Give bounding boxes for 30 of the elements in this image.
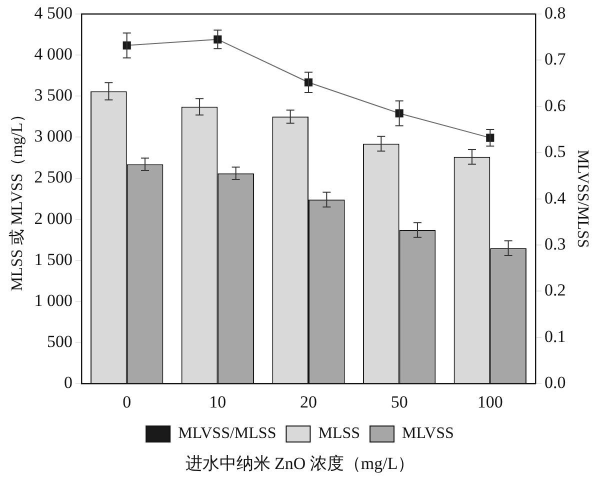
x-tick-label: 50 — [390, 392, 408, 412]
y-tick-label: 3 000 — [34, 126, 72, 146]
y-tick-label: 0 — [64, 373, 72, 392]
y2-tick-label: 0.4 — [544, 188, 566, 208]
x-tick-label: 10 — [209, 392, 226, 412]
y-axis-title: MLSS 或 MLVSS（mg/L） — [8, 106, 26, 291]
y2-tick-label: 0.3 — [544, 234, 566, 254]
y-tick-label: 500 — [46, 332, 72, 351]
y2-axis-title: MLVSS/MLSS — [574, 150, 592, 248]
y2-tick-label: 0.8 — [544, 3, 566, 22]
y2-tick-label: 0.5 — [544, 142, 566, 162]
y-tick-label: 2 500 — [34, 168, 72, 187]
y2-tick-label: 0.6 — [544, 96, 566, 115]
y-tick-label: 1 500 — [34, 250, 72, 269]
y-tick-label: 4 000 — [34, 44, 72, 64]
y-tick-label: 2 000 — [34, 208, 72, 228]
y-tick-label: 1 000 — [34, 290, 72, 310]
y2-tick-label: 0.1 — [544, 326, 566, 346]
x-axis-title: 进水中纳米 ZnO 浓度（mg/L） — [184, 453, 416, 475]
x-tick-label: 20 — [300, 392, 317, 412]
legend-label: MLVSS — [402, 425, 454, 442]
y2-tick-label: 0.2 — [544, 280, 566, 300]
x-tick-label: 100 — [477, 392, 503, 412]
legend-label: MLSS — [318, 425, 360, 442]
y-tick-label: 4 500 — [34, 3, 72, 22]
y2-tick-label: 0.0 — [544, 373, 566, 392]
y-tick-label: 3 500 — [34, 86, 72, 105]
y2-tick-label: 0.7 — [544, 50, 566, 69]
x-tick-label: 0 — [122, 392, 132, 412]
legend-label: MLVSS/MLSS — [178, 425, 276, 442]
